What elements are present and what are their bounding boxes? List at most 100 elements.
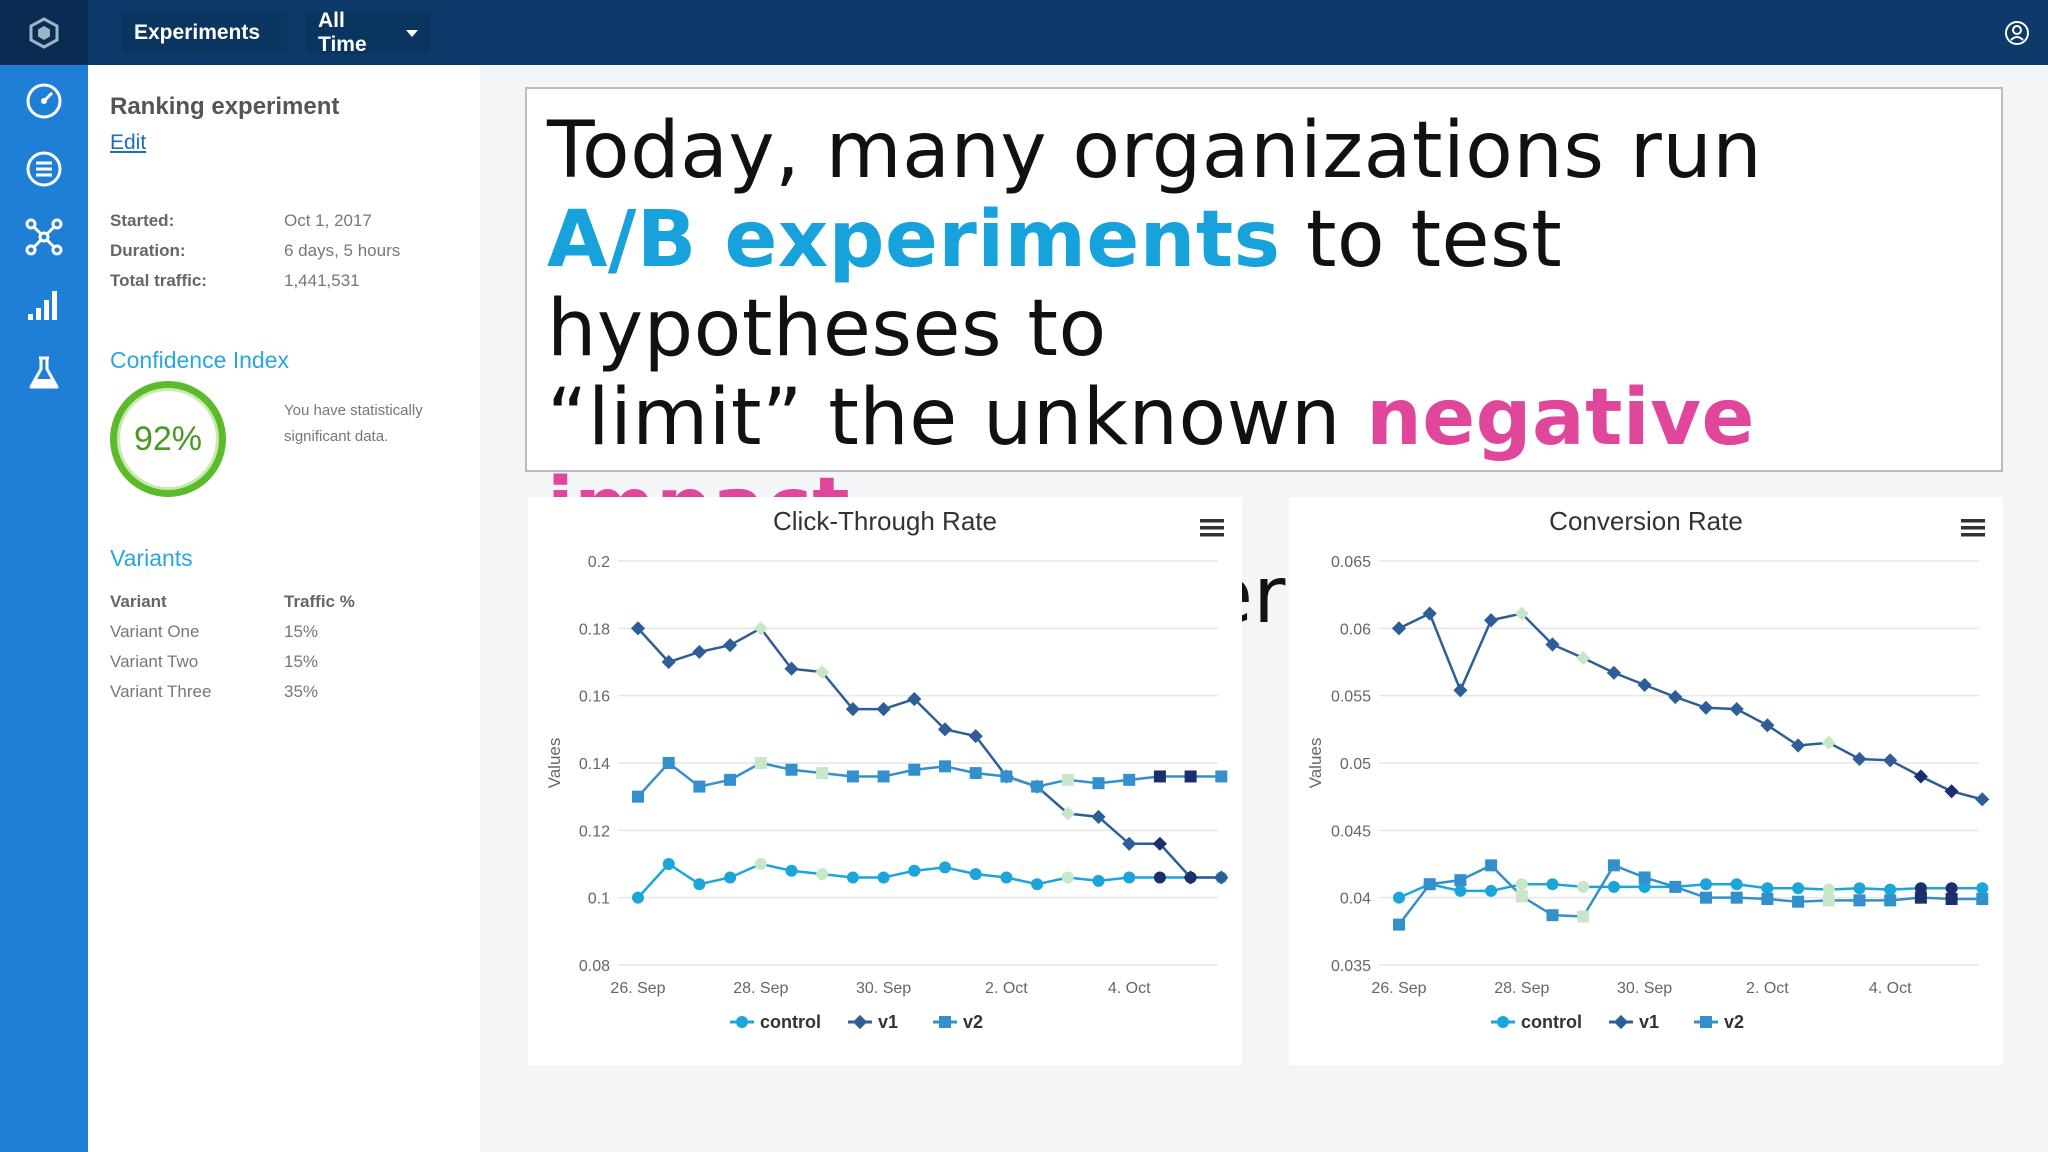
legend-item-v1[interactable]: v1 bbox=[1609, 1012, 1659, 1032]
legend-item-v2[interactable]: v2 bbox=[1694, 1012, 1744, 1032]
gauge-icon bbox=[26, 83, 62, 119]
duration-value: 6 days, 5 hours bbox=[284, 241, 401, 260]
chart-title: Click-Through Rate bbox=[773, 506, 997, 536]
point-control bbox=[969, 868, 982, 881]
legend-item-control[interactable]: control bbox=[1491, 1012, 1582, 1032]
point-control bbox=[1061, 871, 1074, 884]
experiments-label: Experiments bbox=[134, 21, 261, 44]
x-tick-label: 26. Sep bbox=[610, 980, 665, 997]
flask-icon bbox=[29, 356, 59, 389]
point-v2 bbox=[1092, 777, 1105, 790]
point-v1 bbox=[1913, 769, 1928, 784]
variant-name: Variant Two bbox=[110, 652, 199, 671]
point-v2 bbox=[1546, 909, 1559, 922]
point-v2 bbox=[846, 770, 859, 783]
point-v2 bbox=[1914, 891, 1927, 904]
point-control bbox=[1853, 882, 1866, 895]
point-control bbox=[1607, 880, 1620, 893]
cube-logo-icon bbox=[29, 16, 59, 49]
variant-traffic: 15% bbox=[284, 622, 319, 641]
point-v2 bbox=[1761, 893, 1774, 906]
y-tick-label: 0.06 bbox=[1340, 621, 1371, 638]
sidebar-item-stats[interactable] bbox=[22, 283, 66, 327]
y-tick-label: 0.12 bbox=[579, 823, 610, 840]
point-v2 bbox=[1945, 893, 1958, 906]
point-v2 bbox=[1061, 773, 1074, 786]
point-control bbox=[1031, 878, 1044, 891]
point-v2 bbox=[908, 763, 921, 776]
point-v1 bbox=[1821, 735, 1836, 750]
y-tick-label: 0.045 bbox=[1331, 823, 1371, 840]
y-axis-label: Values bbox=[545, 738, 564, 789]
series-line-v1 bbox=[637, 626, 1222, 879]
y-tick-label: 0.05 bbox=[1340, 756, 1371, 773]
y-tick-label: 0.08 bbox=[579, 958, 610, 975]
point-control bbox=[908, 864, 921, 877]
point-v1 bbox=[723, 638, 738, 653]
legend-item-control[interactable]: control bbox=[730, 1012, 821, 1032]
point-v1 bbox=[1729, 702, 1744, 717]
sidebar-item-network[interactable] bbox=[22, 215, 66, 259]
series-line-v1 bbox=[1398, 611, 1983, 801]
point-control bbox=[1393, 891, 1405, 904]
point-v2 bbox=[1153, 770, 1166, 783]
point-v2 bbox=[1215, 770, 1228, 783]
y-tick-label: 0.035 bbox=[1331, 958, 1371, 975]
chart-svg: Click-Through Rate 0.2 0.18 0.16 0.14 0.12 0.1… bbox=[545, 506, 1229, 1032]
point-v1 bbox=[1760, 718, 1775, 733]
point-v2 bbox=[1184, 770, 1197, 783]
y-tick-label: 0.14 bbox=[579, 756, 610, 773]
point-v2 bbox=[1792, 895, 1805, 908]
point-v2 bbox=[816, 767, 829, 780]
ctr-chart: Click-Through Rate 0.2 0.18 0.16 0.14 0.12 0.1… bbox=[528, 497, 1242, 1065]
sidebar-item-experiments[interactable] bbox=[22, 351, 66, 395]
legend-item-v2[interactable]: v2 bbox=[933, 1012, 983, 1032]
chart-menu-icon[interactable] bbox=[1961, 519, 1985, 537]
point-v1 bbox=[661, 654, 676, 670]
x-tick-label: 2. Oct bbox=[985, 980, 1028, 997]
legend-item-v1[interactable]: v1 bbox=[848, 1012, 898, 1032]
point-v2 bbox=[1638, 871, 1651, 884]
point-v1 bbox=[876, 702, 891, 717]
point-v1 bbox=[1698, 700, 1714, 715]
point-control bbox=[1761, 882, 1774, 895]
variant-traffic: 35% bbox=[284, 682, 319, 701]
point-v1 bbox=[1944, 784, 1959, 799]
confidence-note: You have statistically significant data. bbox=[284, 402, 423, 445]
point-control bbox=[1123, 871, 1136, 884]
time-range-dropdown[interactable]: All Time bbox=[306, 9, 430, 56]
legend-label: control bbox=[1521, 1012, 1582, 1032]
point-control bbox=[846, 871, 859, 884]
point-v2 bbox=[1423, 878, 1436, 891]
point-v1 bbox=[1422, 606, 1437, 621]
app-logo[interactable] bbox=[0, 0, 88, 65]
point-v1 bbox=[1852, 751, 1867, 767]
y-tick-label: 0.065 bbox=[1331, 554, 1371, 571]
point-control bbox=[816, 868, 829, 881]
chart-menu-icon[interactable] bbox=[1200, 519, 1224, 537]
point-v1 bbox=[907, 691, 922, 707]
experiments-button[interactable]: Experiments bbox=[122, 12, 287, 54]
chart-svg: Conversion Rate 0.065 0.06 0.055 0.05 0.045 0.… bbox=[1306, 506, 1990, 1032]
user-account-icon[interactable] bbox=[2004, 20, 2030, 46]
sidebar-item-dashboard[interactable] bbox=[22, 79, 66, 123]
point-v1 bbox=[815, 665, 830, 680]
sidebar-item-list[interactable] bbox=[22, 147, 66, 191]
x-tick-label: 30. Sep bbox=[856, 980, 911, 997]
legend-label: v1 bbox=[1639, 1012, 1659, 1032]
confidence-index-ring: 92% bbox=[110, 381, 226, 497]
experiment-details-panel: Ranking experiment Edit Started: Oct 1, … bbox=[88, 65, 480, 1152]
point-v1 bbox=[968, 728, 983, 744]
network-icon bbox=[25, 218, 63, 256]
point-v2 bbox=[1976, 893, 1989, 906]
x-tick-label: 28. Sep bbox=[1494, 980, 1549, 997]
chart-title: Conversion Rate bbox=[1549, 506, 1743, 536]
point-v2 bbox=[969, 767, 982, 780]
edit-link[interactable]: Edit bbox=[110, 131, 147, 154]
point-v1 bbox=[1883, 753, 1898, 768]
point-v1 bbox=[784, 661, 799, 676]
x-tick-label: 30. Sep bbox=[1617, 980, 1672, 997]
point-v2 bbox=[1515, 890, 1528, 903]
point-v2 bbox=[1730, 891, 1743, 904]
point-v1 bbox=[1484, 613, 1499, 628]
